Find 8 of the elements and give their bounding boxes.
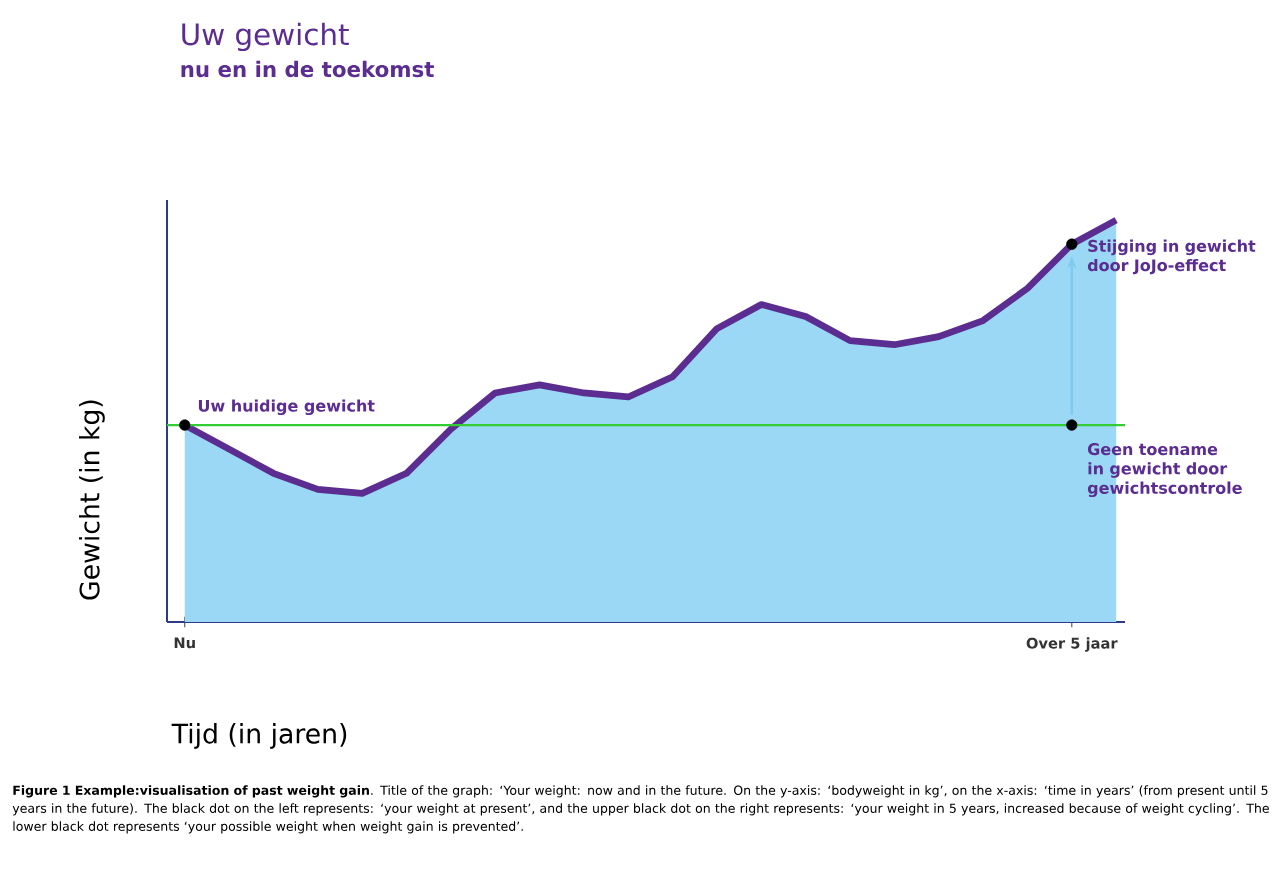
annotation: Uw huidige gewicht bbox=[198, 399, 375, 416]
text: Figure 1 Example:visualisation of past weight gain. Title of the graph: ‘Your weight: now and in the future. On the y-axis: ‘bodyweight in kg’, on the x-axis: ‘time in years’ (from present until 5 years in the future). The black dot on the left represents: ‘your weight at present’, and the upper black dot on the right represents: ‘your weight in 5 years, increased because of weight cycling’. The lower black dot represents ‘your possible weight when weight gain is prevented’. bbox=[12, 785, 1269, 834]
chart-title: Uw gewicht bbox=[182, 22, 349, 52]
x-axis-title: Tijd (in jaren) bbox=[171, 723, 347, 749]
chart-subtitle: nu en in de toekomst bbox=[181, 60, 434, 78]
x-tick-label: Nu bbox=[174, 637, 195, 649]
y-axis-title: Gewicht (in kg) bbox=[79, 400, 105, 600]
x-tick-label: Over 5 jaar bbox=[1026, 637, 1118, 652]
